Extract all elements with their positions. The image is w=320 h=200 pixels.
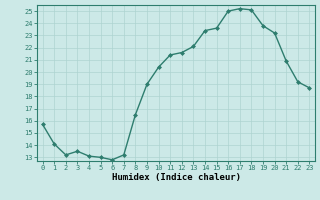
X-axis label: Humidex (Indice chaleur): Humidex (Indice chaleur) <box>111 173 241 182</box>
